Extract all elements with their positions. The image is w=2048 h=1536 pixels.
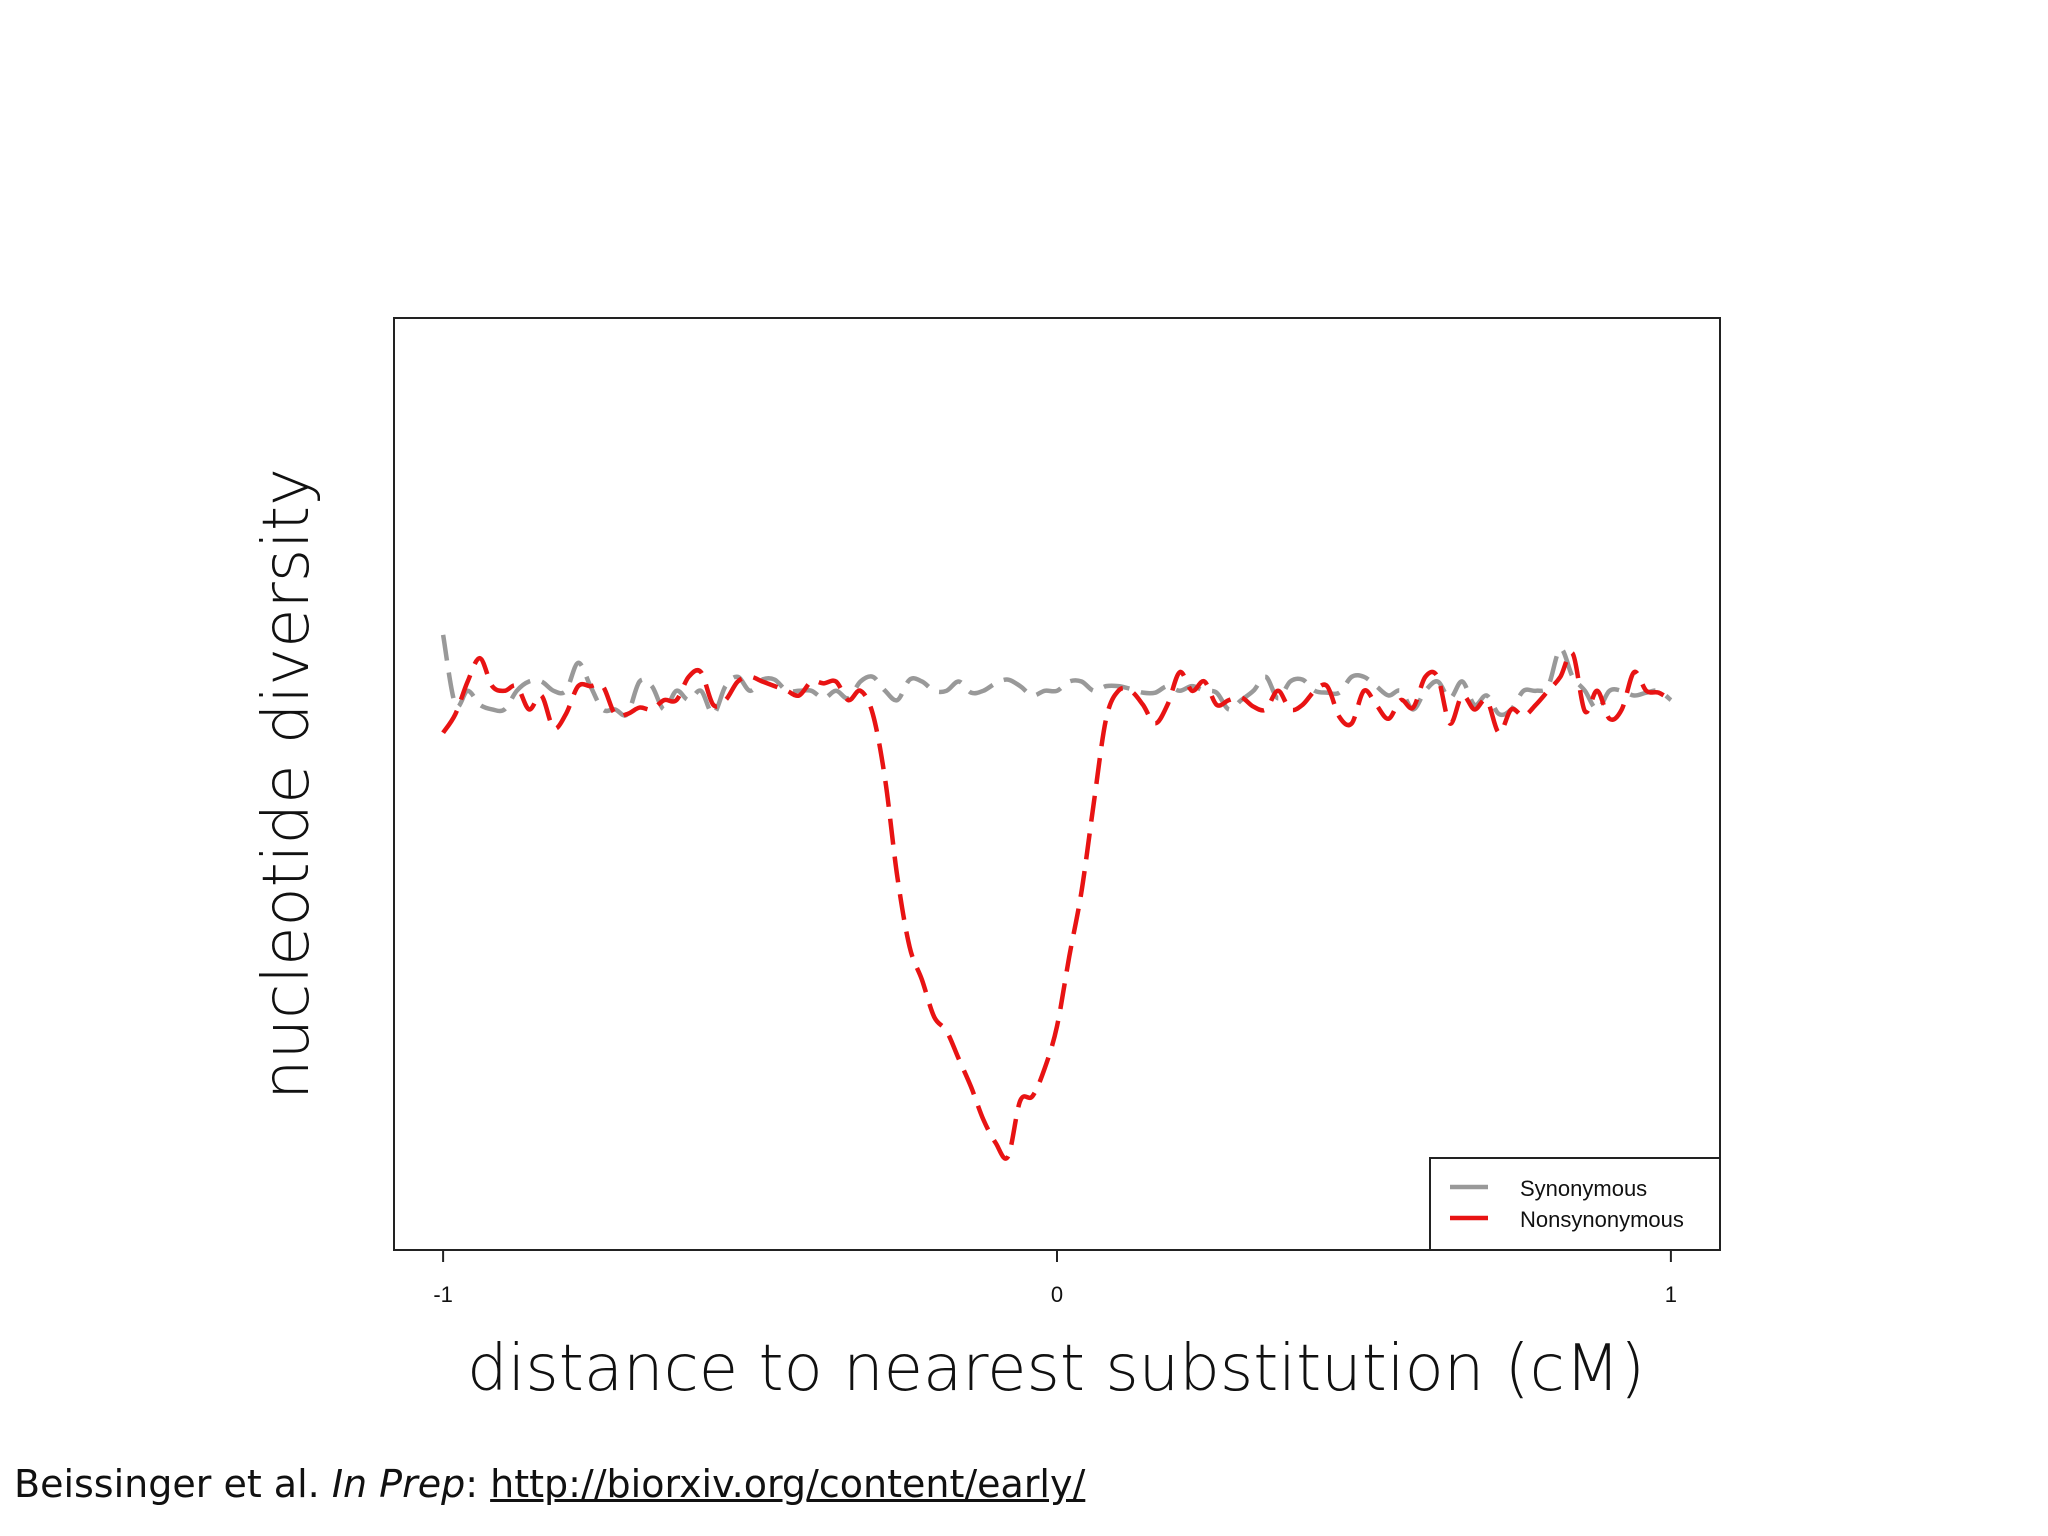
legend-label-synonymous: Synonymous bbox=[1520, 1176, 1647, 1201]
series-line-nonsynonymous bbox=[441, 650, 1673, 1161]
citation-authors: Beissinger et al. bbox=[14, 1462, 332, 1506]
series-line-synonymous bbox=[440, 634, 1673, 718]
series-layer bbox=[440, 634, 1673, 1161]
y-axis-title: nucleotide diversity bbox=[250, 468, 324, 1100]
x-tick-label: 0 bbox=[1051, 1282, 1063, 1307]
legend-label-nonsynonymous: Nonsynonymous bbox=[1520, 1207, 1684, 1232]
legend-box bbox=[1429, 1157, 1721, 1251]
x-tick-label: 1 bbox=[1665, 1282, 1677, 1307]
citation: Beissinger et al. In Prep: http://biorxi… bbox=[14, 1462, 1085, 1506]
citation-separator: : bbox=[465, 1462, 491, 1506]
x-axis-title: distance to nearest substitution (cM) bbox=[467, 1332, 1645, 1406]
citation-status: In Prep bbox=[331, 1462, 466, 1506]
citation-link[interactable]: http://biorxiv.org/content/early/ bbox=[490, 1462, 1086, 1506]
x-axis: -1 0 1 bbox=[433, 1249, 1677, 1307]
legend: Synonymous Nonsynonymous bbox=[1429, 1157, 1721, 1251]
plot-frame bbox=[393, 317, 1721, 1251]
x-tick-label: -1 bbox=[433, 1282, 453, 1307]
